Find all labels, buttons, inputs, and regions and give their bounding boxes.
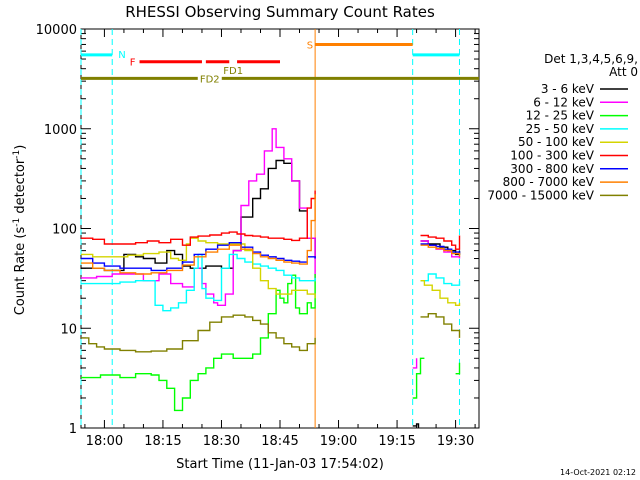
- chart-title: RHESSI Observing Summary Count Rates: [125, 3, 435, 21]
- legend-label-6: 300 - 800 keV: [510, 162, 594, 176]
- flag-label-FD2: FD2: [200, 74, 220, 85]
- series-line-8-seg-0: [81, 314, 316, 353]
- legend-label-2: 12 - 25 keV: [526, 109, 595, 123]
- plot-area: 1 10 100 1000 10000 18:00 18:15 18:30 18:45 19:00…: [36, 23, 480, 449]
- series-line-4-seg-1: [420, 280, 461, 306]
- flag-label-FD1: FD1: [223, 66, 243, 77]
- y-tick-label-4: 10000: [36, 23, 77, 38]
- y-tick-label-3: 1000: [44, 123, 77, 138]
- flag-label-bg-FD2: [197, 73, 222, 85]
- series-line-7-seg-0: [81, 194, 316, 275]
- series-line-0-seg-0: [81, 159, 316, 272]
- x-tick-label-1: 18:15: [144, 434, 181, 449]
- y-axis-label-exp2: -1: [12, 150, 22, 159]
- y-axis-label-prefix: Count Rate (s: [13, 227, 28, 316]
- y-tick-label-2: 100: [52, 223, 77, 238]
- series-line-4-seg-0: [81, 237, 316, 299]
- x-tick-label-3: 18:45: [261, 434, 298, 449]
- x-tick-label-6: 19:30: [437, 434, 474, 449]
- series-line-5-seg-1: [420, 234, 461, 250]
- flag-label-S: S: [307, 40, 313, 51]
- plot-frame: [80, 28, 480, 429]
- legend-label-7: 800 - 7000 keV: [503, 175, 595, 189]
- series-line-6-seg-0: [81, 242, 316, 272]
- legend-label-3: 25 - 50 keV: [526, 122, 595, 136]
- y-axis-label: Count Rate (s-1 detector-1): [12, 145, 28, 316]
- flag-label-F: F: [130, 58, 136, 69]
- y-axis-label-exp1: -1: [12, 218, 22, 227]
- x-axis-label: Start Time (11-Jan-03 17:54:02): [176, 457, 384, 472]
- series-line-3-seg-0: [81, 253, 316, 312]
- legend-label-5: 100 - 300 keV: [510, 149, 594, 163]
- series-line-2-seg-0: [81, 274, 316, 412]
- legend-label-8: 7000 - 15000 keV: [487, 188, 594, 202]
- x-tick-label-2: 18:30: [203, 434, 240, 449]
- x-tick-label-5: 19:15: [378, 434, 415, 449]
- y-axis-label-suffix: ): [13, 145, 28, 150]
- series-line-1-seg-1: [412, 358, 418, 369]
- flag-label-bg-FD1: [221, 64, 246, 76]
- legend-label-4: 50 - 100 keV: [518, 135, 595, 149]
- series-line-2-seg-2: [455, 362, 461, 375]
- series-line-7-seg-1: [420, 244, 461, 257]
- legend-label-0: 3 - 6 keV: [541, 82, 595, 96]
- series-line-3-seg-1: [420, 273, 461, 286]
- y-axis-label-middle: detector: [13, 158, 28, 218]
- series-line-2-seg-1: [412, 357, 425, 399]
- flag-label-N: N: [118, 50, 125, 61]
- series-line-8-seg-1: [420, 313, 461, 338]
- series-line-1-seg-0: [81, 128, 316, 306]
- series-line-0-seg-1: [412, 423, 420, 428]
- legend-header-1: Att 0: [609, 65, 638, 79]
- legend-label-1: 6 - 12 keV: [533, 95, 595, 109]
- footer-timestamp: 14-Oct-2021 02:12: [560, 468, 636, 477]
- y-tick-label-0: 1: [69, 422, 77, 437]
- legend-header-0: Det 1,3,4,5,6,9,: [544, 52, 638, 66]
- x-tick-label-4: 19:00: [320, 434, 357, 449]
- x-tick-label-0: 18:00: [86, 434, 123, 449]
- y-tick-label-1: 10: [60, 322, 77, 337]
- series-line-5-seg-0: [81, 190, 316, 246]
